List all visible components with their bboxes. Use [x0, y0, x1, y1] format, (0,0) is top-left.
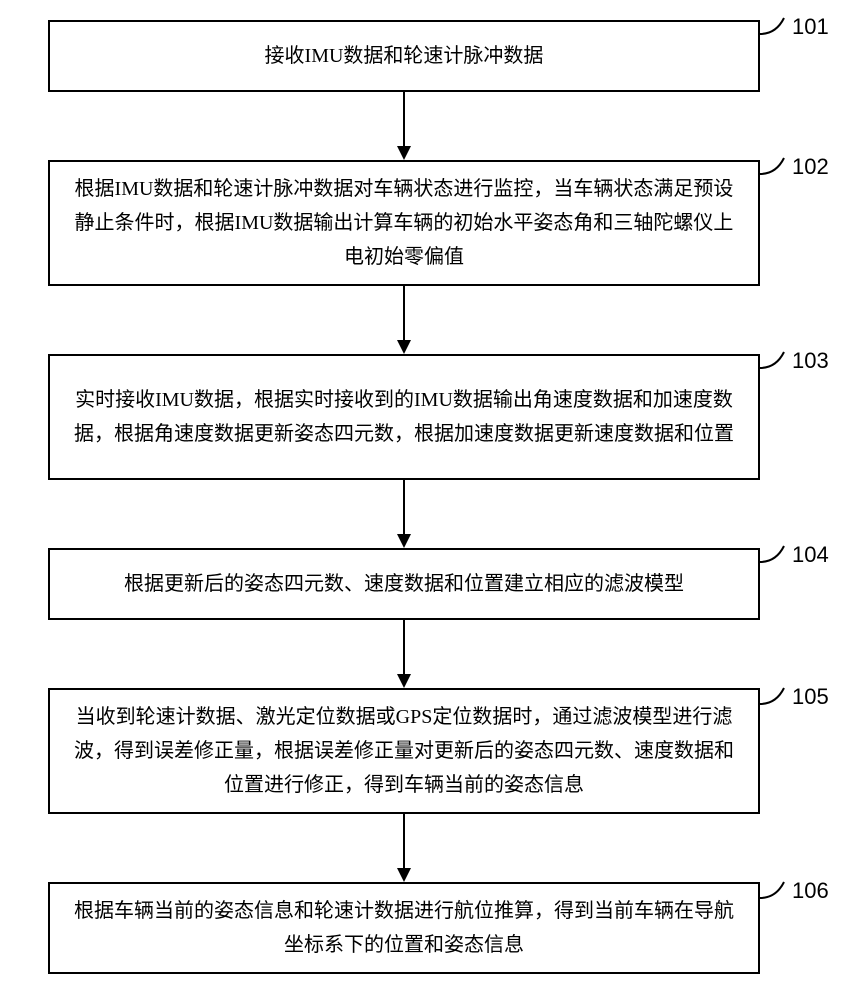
node-text: 当收到轮速计数据、激光定位数据或GPS定位数据时，通过滤波模型进行滤波，得到误差…: [70, 700, 738, 802]
arrow-line: [403, 814, 405, 868]
arrow-head: [397, 340, 411, 354]
arrow-head: [397, 146, 411, 160]
arrow-head: [397, 674, 411, 688]
connector-103: [760, 348, 794, 378]
connector-102: [760, 154, 794, 184]
flow-node-102: 根据IMU数据和轮速计脉冲数据对车辆状态进行监控，当车辆状态满足预设静止条件时，…: [48, 160, 760, 286]
step-label-105: 105: [792, 684, 829, 710]
step-label-104: 104: [792, 542, 829, 568]
arrow-head: [397, 868, 411, 882]
step-label-103: 103: [792, 348, 829, 374]
flow-node-105: 当收到轮速计数据、激光定位数据或GPS定位数据时，通过滤波模型进行滤波，得到误差…: [48, 688, 760, 814]
node-text: 根据车辆当前的姿态信息和轮速计数据进行航位推算，得到当前车辆在导航坐标系下的位置…: [70, 894, 738, 962]
arrow-line: [403, 480, 405, 534]
flow-node-104: 根据更新后的姿态四元数、速度数据和位置建立相应的滤波模型: [48, 548, 760, 620]
flow-node-106: 根据车辆当前的姿态信息和轮速计数据进行航位推算，得到当前车辆在导航坐标系下的位置…: [48, 882, 760, 974]
flow-node-101: 接收IMU数据和轮速计脉冲数据: [48, 20, 760, 92]
connector-105: [760, 684, 794, 714]
flowchart-canvas: 接收IMU数据和轮速计脉冲数据 101 根据IMU数据和轮速计脉冲数据对车辆状态…: [0, 0, 858, 1000]
arrow-line: [403, 92, 405, 146]
step-label-101: 101: [792, 14, 829, 40]
connector-101: [760, 14, 794, 44]
node-text: 接收IMU数据和轮速计脉冲数据: [265, 39, 544, 73]
node-text: 根据IMU数据和轮速计脉冲数据对车辆状态进行监控，当车辆状态满足预设静止条件时，…: [70, 172, 738, 274]
node-text: 根据更新后的姿态四元数、速度数据和位置建立相应的滤波模型: [124, 567, 684, 601]
arrow-line: [403, 620, 405, 674]
step-label-106: 106: [792, 878, 829, 904]
node-text: 实时接收IMU数据，根据实时接收到的IMU数据输出角速度数据和加速度数据，根据角…: [70, 383, 738, 451]
flow-node-103: 实时接收IMU数据，根据实时接收到的IMU数据输出角速度数据和加速度数据，根据角…: [48, 354, 760, 480]
step-label-102: 102: [792, 154, 829, 180]
arrow-head: [397, 534, 411, 548]
connector-106: [760, 878, 794, 908]
connector-104: [760, 542, 794, 572]
arrow-line: [403, 286, 405, 340]
